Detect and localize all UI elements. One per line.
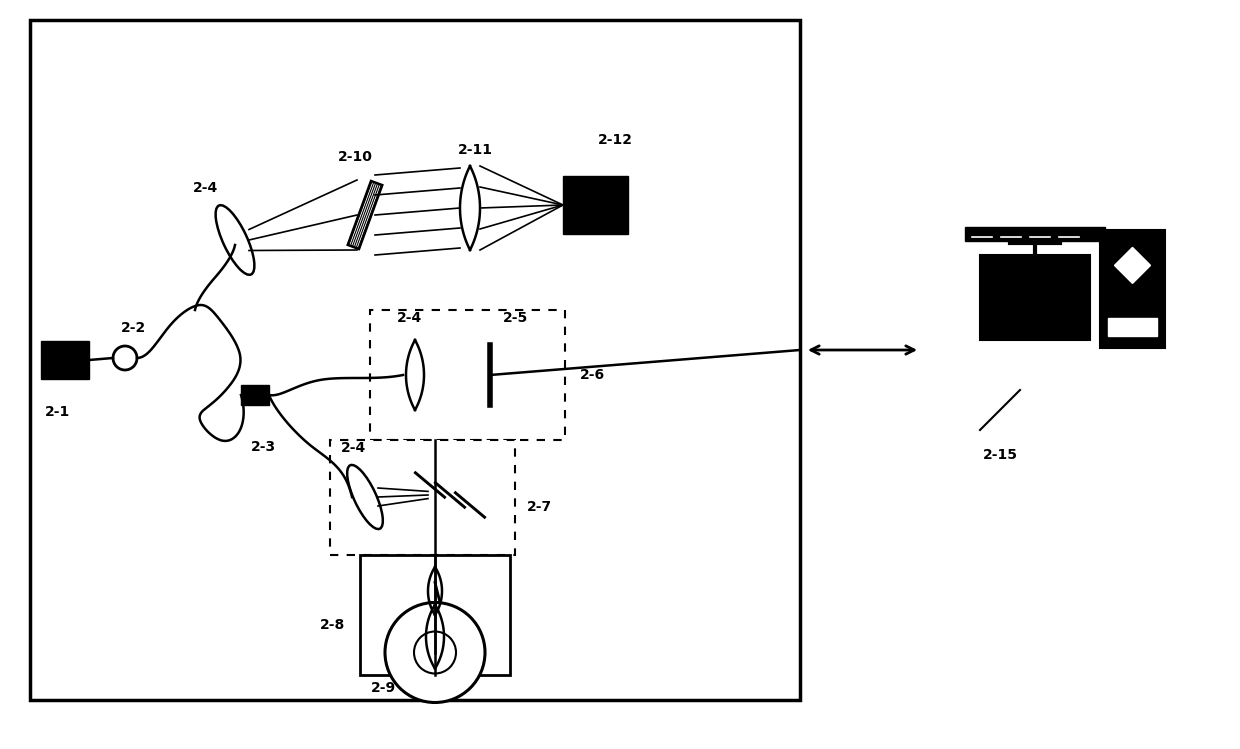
Text: 2-1: 2-1: [45, 405, 69, 419]
Polygon shape: [1115, 247, 1151, 283]
Bar: [1100, 230, 1166, 348]
Text: 2-4: 2-4: [397, 311, 423, 325]
Circle shape: [384, 602, 485, 703]
Text: 2-3: 2-3: [250, 440, 275, 454]
Text: 2-4: 2-4: [340, 441, 366, 455]
Bar: [370, 310, 565, 440]
Bar: [980, 255, 1090, 340]
Text: 2-8: 2-8: [320, 618, 345, 632]
Circle shape: [113, 346, 136, 370]
Text: 2-11: 2-11: [458, 143, 492, 157]
Text: 2-15: 2-15: [982, 448, 1018, 462]
Bar: [563, 176, 627, 234]
Polygon shape: [347, 181, 382, 249]
Text: 2-9: 2-9: [371, 681, 396, 695]
Text: 2-2: 2-2: [120, 321, 145, 335]
Bar: [41, 341, 89, 379]
Bar: [241, 385, 269, 405]
Bar: [424, 671, 446, 689]
Bar: [30, 20, 800, 700]
Bar: [965, 227, 1105, 241]
Text: 2-10: 2-10: [337, 150, 372, 164]
Text: 2-4: 2-4: [192, 181, 218, 195]
Bar: [330, 440, 515, 555]
Text: 2-6: 2-6: [580, 368, 605, 382]
Text: 2-5: 2-5: [502, 311, 528, 325]
Text: 2-7: 2-7: [527, 500, 552, 514]
Bar: [360, 555, 510, 675]
Circle shape: [414, 631, 456, 673]
Bar: [1109, 318, 1157, 336]
Text: 2-12: 2-12: [598, 133, 632, 147]
